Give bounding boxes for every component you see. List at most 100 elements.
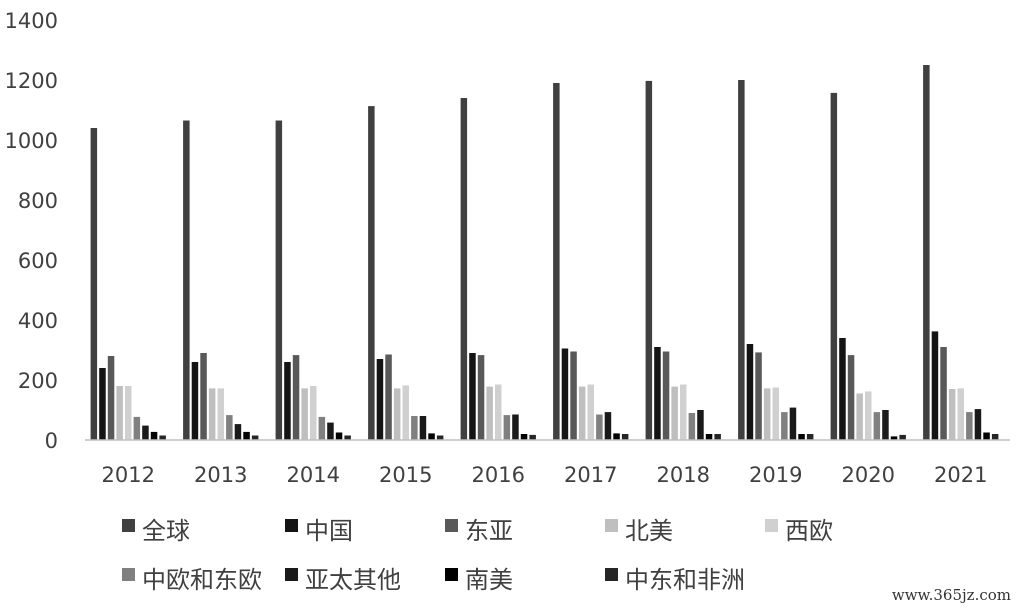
bar [688,413,696,440]
bar [781,412,788,440]
bar [746,344,754,440]
bar [789,407,797,440]
bar [99,368,106,440]
bar [645,80,653,441]
bar [899,434,906,440]
x-tick-label: 2016 [472,463,525,487]
bar [991,434,999,440]
bar [806,434,814,440]
bar [923,65,930,440]
bar [772,387,779,440]
bar [570,351,577,440]
legend-swatch [765,519,778,532]
bar [512,414,519,440]
bar [183,120,190,440]
x-tick-label: 2018 [657,463,710,487]
bar [318,416,326,440]
bar [983,432,990,440]
bar [856,393,863,440]
bar [520,434,528,440]
bar [428,433,435,440]
bar [873,412,881,440]
legend-label: 中国 [305,517,353,545]
bar [705,434,713,440]
x-tick-label: 2012 [102,463,155,487]
legend-label: 东亚 [465,517,513,545]
bar [368,106,375,440]
legend-label: 中欧和东欧 [142,566,262,594]
y-tick-label: 0 [45,429,58,453]
bar [125,386,132,440]
bar [714,434,721,440]
bar [578,386,586,440]
bar [553,83,560,440]
bar [234,424,242,440]
bar [90,128,98,440]
bar [680,384,687,440]
bar [159,435,166,440]
x-axis-ticks: 2012 2013 2014 2015 2016 2017 2018 2019 2020 2021 [102,463,988,487]
bar [931,331,939,440]
y-tick-label: 1200 [5,69,58,93]
bar [865,391,872,440]
bar [940,347,947,440]
bar [393,388,401,440]
bar [275,120,283,440]
bar [477,355,485,440]
bar [251,435,259,440]
legend-label: 亚太其他 [305,566,401,594]
legend-label: 南美 [465,566,513,594]
legend-swatch [605,519,618,532]
x-tick-label: 2019 [749,463,802,487]
bar [116,386,123,440]
x-tick-label: 2015 [379,463,432,487]
x-tick-label: 2013 [194,463,247,487]
legend-swatch [445,519,458,532]
bar [604,412,612,440]
bar [503,415,511,440]
watermark: www.365jz.com [891,586,1011,604]
bar [344,435,351,440]
bar [301,388,308,440]
y-tick-label: 400 [18,309,58,333]
bar [596,414,603,440]
bar [529,434,536,440]
bar [755,352,762,440]
bar [142,425,149,440]
legend-swatch [605,568,618,581]
legend-swatch [285,568,298,581]
bar [798,434,805,440]
bar [495,384,502,440]
legend-label: 全球 [142,517,190,545]
bar [621,434,629,440]
legend-label: 中东和非洲 [625,566,745,594]
bar [419,416,427,440]
bar [411,416,418,440]
bar [587,384,594,440]
bar [763,388,771,440]
bar [243,431,250,440]
legend-swatch [122,568,135,581]
bar [335,432,343,440]
bar [469,353,476,440]
bar [292,355,300,440]
bar [217,388,224,440]
legend-label: 西欧 [785,517,833,545]
bar [839,338,846,440]
bar [662,351,670,440]
bar [948,389,956,440]
bar [957,388,964,440]
bar [385,354,392,440]
legend-label: 北美 [625,517,673,545]
bar [150,431,158,440]
bar [133,416,141,440]
bar [613,433,620,440]
bar [830,92,838,441]
x-tick-label: 2017 [564,463,617,487]
bar [486,386,493,440]
bar [327,422,334,440]
bars [90,65,999,441]
bar [738,80,745,440]
bar [226,415,233,440]
